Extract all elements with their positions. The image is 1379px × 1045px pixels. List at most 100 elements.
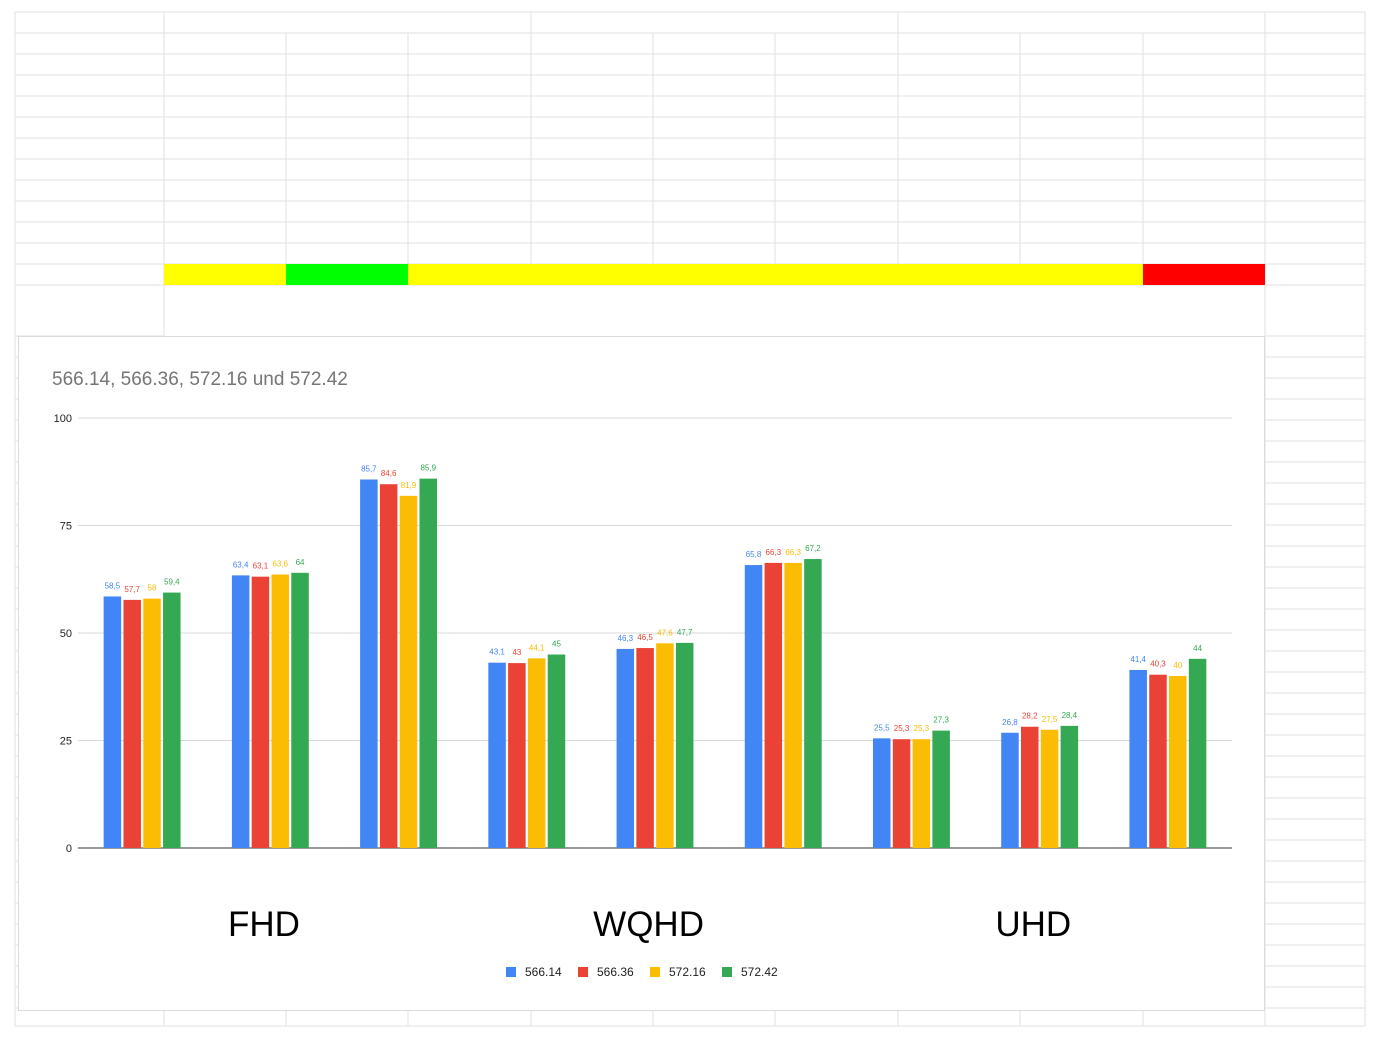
data-cell (531, 117, 653, 138)
bar (163, 592, 181, 848)
stat-cell (898, 222, 1020, 243)
data-cell (653, 159, 775, 180)
data-cell (1020, 180, 1143, 201)
stat-cell (1020, 243, 1143, 264)
legend-swatch (650, 967, 660, 977)
y-tick-label: 25 (60, 736, 72, 748)
scene-header (531, 33, 653, 54)
data-cell (1143, 138, 1265, 159)
delta-pct-cell (1020, 264, 1143, 285)
delta-pct-fill (531, 264, 653, 285)
bar-data-label: 27,5 (1042, 715, 1058, 724)
bar-data-label: 57,7 (124, 585, 140, 594)
data-cell (164, 159, 286, 180)
scene-header (1020, 33, 1143, 54)
bar (103, 596, 122, 848)
delta-pct-fill (164, 264, 286, 285)
data-cell (775, 138, 898, 159)
bar (360, 479, 378, 848)
delta-pct-fill (1143, 264, 1265, 285)
stat-cell (164, 243, 286, 264)
delta-avg-label (15, 285, 164, 336)
data-cell (408, 138, 531, 159)
bar (547, 654, 566, 848)
stat-cell (898, 201, 1020, 222)
bar (616, 648, 635, 848)
bar (251, 576, 270, 848)
bar-chart[interactable]: 566.14, 566.36, 572.16 und 572.42 0 25 50 75… (18, 336, 1265, 1011)
stat-cell (286, 201, 408, 222)
bar-data-label: 45 (552, 640, 561, 649)
data-cell (164, 117, 286, 138)
scene-header (898, 33, 1020, 54)
row-label (15, 180, 164, 201)
stat-cell (1020, 222, 1143, 243)
bar-data-label: 58,5 (105, 581, 121, 590)
bar (271, 574, 289, 848)
delta-pct-fill (898, 264, 1020, 285)
delta-avg-value (164, 285, 1265, 336)
bar (872, 738, 891, 848)
stat-cell (164, 201, 286, 222)
group-header-fhd (164, 12, 531, 33)
bar (379, 484, 398, 848)
bar-data-label: 41,4 (1130, 655, 1146, 664)
data-cell (164, 180, 286, 201)
bar-data-label: 27,3 (933, 716, 949, 725)
stat-cell (653, 222, 775, 243)
bar-data-label: 63,1 (253, 562, 269, 571)
data-cell (898, 117, 1020, 138)
data-cell (1020, 159, 1143, 180)
stat-cell (531, 201, 653, 222)
bar-data-label: 44,1 (529, 643, 545, 652)
bar (1149, 674, 1167, 848)
bar (912, 739, 931, 848)
data-cell (286, 138, 408, 159)
bar (508, 663, 526, 848)
row-label (15, 159, 164, 180)
bar (1188, 658, 1207, 848)
bar (419, 478, 438, 848)
bar (675, 642, 694, 848)
group-label-fhd: FHD (228, 905, 300, 944)
delta-pct-fill (653, 264, 775, 285)
bar-data-label: 40 (1173, 661, 1182, 670)
data-cell (1143, 159, 1265, 180)
bar-data-label: 66,3 (766, 548, 782, 557)
row-label (15, 117, 164, 138)
bar (527, 658, 546, 848)
delta-pct-cell (653, 264, 775, 285)
bar (804, 559, 822, 848)
stat-cell (1143, 201, 1265, 222)
bar-data-label: 40,3 (1150, 660, 1166, 669)
delta-pct-label (15, 264, 164, 285)
stat-cell (531, 243, 653, 264)
legend-swatch (722, 967, 732, 977)
delta-pct-cell (408, 264, 531, 285)
bar-data-label: 28,4 (1062, 711, 1078, 720)
bar-data-label: 25,5 (874, 723, 890, 732)
bar-data-label: 47,6 (657, 628, 673, 637)
bar-data-label: 66,3 (785, 548, 801, 557)
stat-cell (1020, 201, 1143, 222)
bar (1129, 669, 1147, 848)
data-cell (775, 180, 898, 201)
data-cell (898, 159, 1020, 180)
scene-header (408, 33, 531, 54)
data-cell (898, 138, 1020, 159)
scene-header (164, 33, 286, 54)
delta-pct-fill (286, 264, 408, 285)
bar (291, 572, 309, 848)
bar-data-label: 85,9 (420, 464, 436, 473)
y-tick-label: 100 (54, 413, 72, 425)
bar-data-label: 58 (148, 584, 157, 593)
row-label (15, 138, 164, 159)
stat-cell (775, 222, 898, 243)
bar (1040, 729, 1059, 848)
bar (1021, 726, 1039, 848)
scene-header (775, 33, 898, 54)
data-cell (286, 117, 408, 138)
bar (932, 730, 950, 848)
bar-data-label: 81,9 (401, 481, 417, 490)
legend-label: 572.16 (669, 965, 706, 979)
